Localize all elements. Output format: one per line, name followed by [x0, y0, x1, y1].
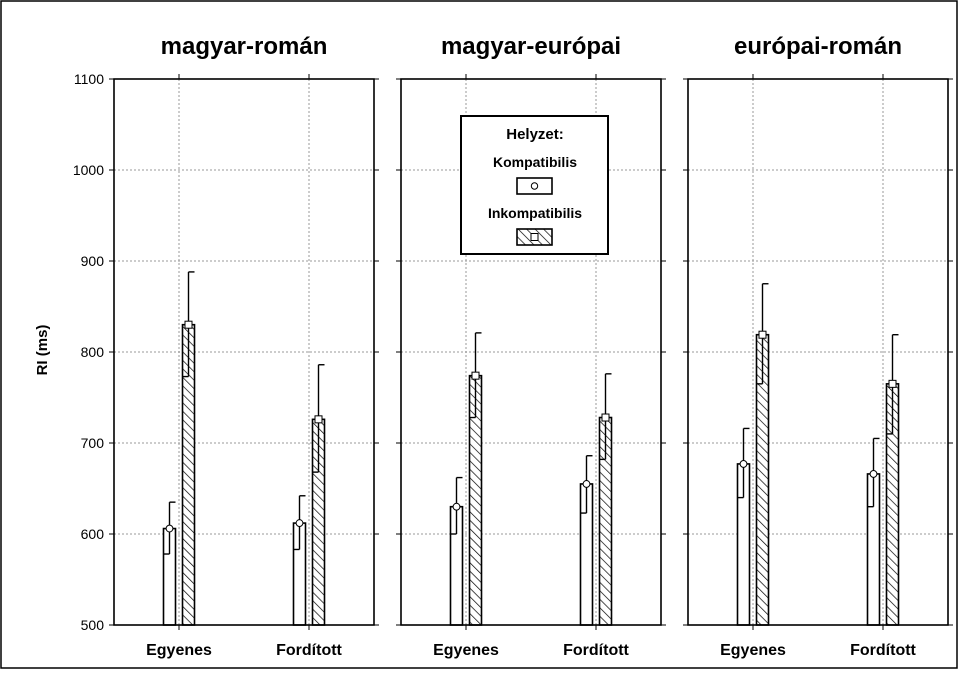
panel-title: európai-román [734, 33, 902, 60]
x-tick-label: Egyenes [720, 642, 786, 659]
x-tick-label: Egyenes [433, 642, 499, 659]
x-tick-label: Fordított [276, 642, 342, 659]
mean-marker-circle [739, 460, 748, 468]
y-tick-label: 600 [81, 526, 105, 542]
y-tick-label: 800 [81, 344, 105, 360]
mean-marker-circle [869, 470, 878, 478]
panel-2: magyar-európai Egyenes Fordított [396, 33, 666, 659]
mean-marker-square [184, 320, 193, 329]
y-tick-labels: 500 600 700 800 900 1000 1100 [73, 71, 104, 633]
panel-title: magyar-európai [441, 33, 621, 60]
y-tick-label: 1100 [74, 71, 104, 87]
mean-marker-square [888, 379, 897, 388]
legend-marker-square [530, 233, 539, 241]
panel-frame [400, 78, 662, 626]
mean-marker-circle [452, 502, 461, 511]
panel-frame [687, 78, 949, 626]
y-axis-label: RI (ms) [34, 325, 51, 376]
mean-marker-circle [295, 519, 304, 527]
y-tick-label: 700 [81, 435, 105, 451]
y-tick-label: 1000 [73, 162, 104, 178]
panel-1: magyar-román Egyenes Fordított [109, 33, 379, 659]
mean-marker-circle [165, 524, 174, 533]
legend-marker-circle [530, 182, 539, 190]
x-tick-label: Fordított [563, 642, 629, 659]
mean-marker-circle [582, 480, 591, 488]
mean-marker-square [314, 415, 323, 424]
panel-title: magyar-román [161, 33, 328, 60]
legend: Helyzet: Kompatibilis Inkompatibilis [460, 115, 609, 255]
mean-marker-square [601, 413, 610, 422]
legend-title: Helyzet: [506, 126, 564, 143]
panel-frame [113, 78, 375, 626]
y-tick-label: 900 [81, 253, 105, 269]
legend-label-kompatibilis: Kompatibilis [493, 154, 577, 170]
mean-marker-square [758, 330, 767, 339]
x-tick-label: Fordított [850, 642, 916, 659]
legend-label-inkompatibilis: Inkompatibilis [488, 205, 582, 221]
y-tick-label: 500 [81, 617, 105, 633]
panel-3: európai-román Egyenes Fordított [683, 33, 953, 659]
x-tick-label: Egyenes [146, 642, 212, 659]
mean-marker-square [471, 371, 480, 380]
